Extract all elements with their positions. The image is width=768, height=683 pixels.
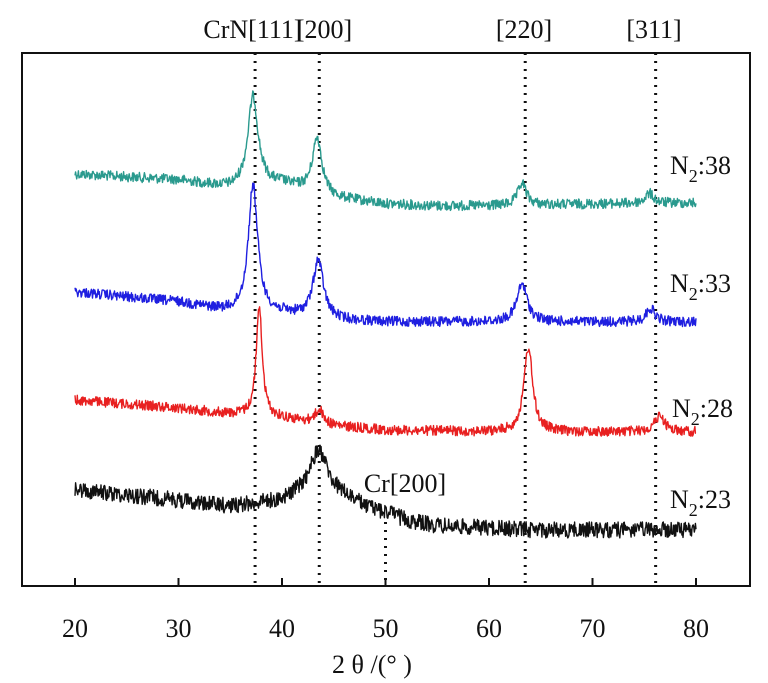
x-tick-label: 30 bbox=[166, 614, 192, 643]
x-tick-label: 40 bbox=[269, 614, 295, 643]
x-tick-label: 50 bbox=[373, 614, 399, 643]
peak-annotation: [220] bbox=[496, 15, 552, 44]
peak-annotation: [311] bbox=[626, 15, 681, 44]
series-label: N2:33 bbox=[670, 269, 731, 304]
reference-lines bbox=[253, 53, 658, 586]
x-tick-label: 60 bbox=[476, 614, 502, 643]
series-labels: N2:38 N2:33 N2:28 N2:23 bbox=[670, 151, 733, 520]
series-line-n33 bbox=[74, 182, 697, 328]
x-tick-label: 20 bbox=[62, 614, 88, 643]
series-line-n38 bbox=[74, 90, 697, 212]
diffraction-traces bbox=[74, 90, 697, 539]
x-tick-label: 70 bbox=[580, 614, 606, 643]
series-label: N2:23 bbox=[670, 485, 731, 520]
x-axis-label: 2 θ /(° ) bbox=[332, 650, 412, 679]
series-label: N2:38 bbox=[670, 151, 731, 186]
series-line-n23 bbox=[74, 444, 697, 539]
series-line-n28 bbox=[74, 306, 697, 437]
peak-annotation: CrN[111] bbox=[203, 15, 302, 44]
series-label: N2:28 bbox=[672, 394, 733, 429]
peak-annotation: Cr[200] bbox=[364, 469, 446, 498]
peak-annotation: [200] bbox=[296, 15, 352, 44]
peak-annotations: CrN[111][200] [220] [311] Cr[200] bbox=[203, 15, 681, 498]
x-tick-label: 80 bbox=[683, 614, 709, 643]
x-ticks: 20 30 40 50 60 70 80 bbox=[62, 578, 709, 643]
